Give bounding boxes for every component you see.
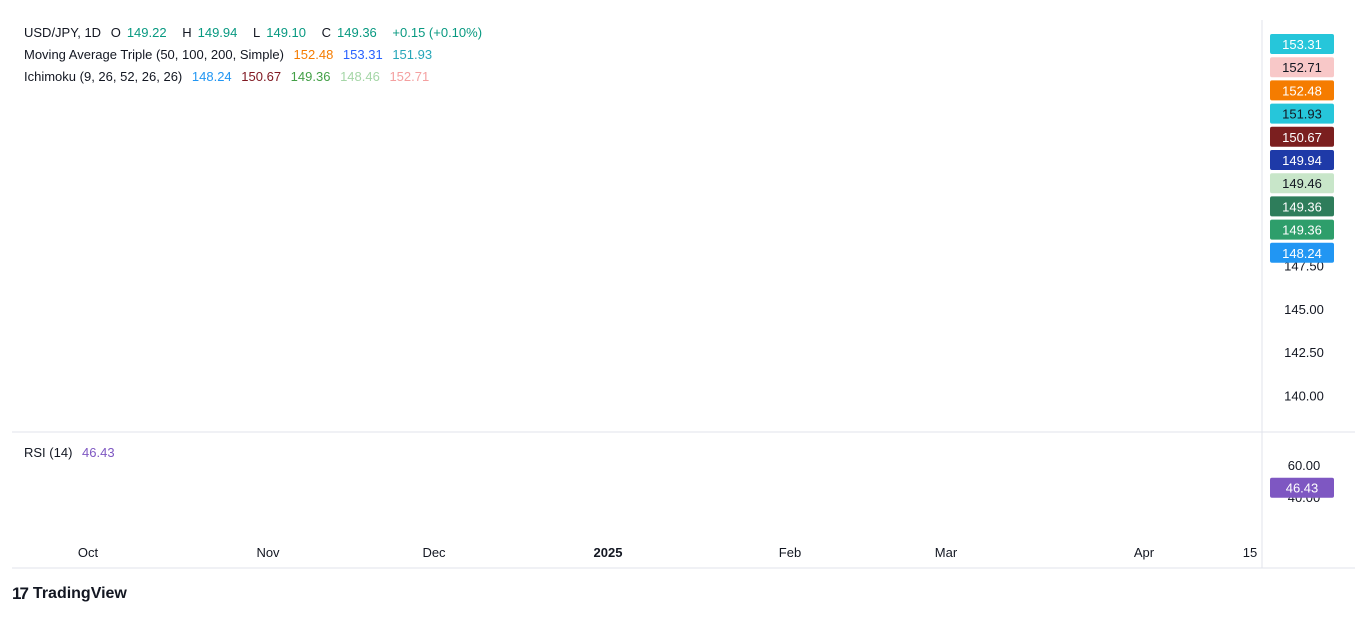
lagging-span-value: 149.36 bbox=[291, 69, 331, 84]
rsi-legend: RSI (14) 46.43 bbox=[24, 445, 121, 460]
price-badge-label: 148.24 bbox=[1282, 246, 1322, 261]
ohlc-high: H 149.94 bbox=[182, 25, 243, 40]
ma-legend-title: Moving Average Triple (50, 100, 200, Sim… bbox=[24, 47, 284, 62]
time-tick-label: 15 bbox=[1243, 545, 1257, 560]
low-value: 149.10 bbox=[266, 25, 306, 40]
price-badge-label: 149.36 bbox=[1282, 223, 1322, 238]
tradingview-mark-icon: 17 bbox=[12, 584, 27, 604]
price-badge-label: 150.67 bbox=[1282, 130, 1322, 145]
ma50-value: 152.48 bbox=[294, 47, 334, 62]
open-value: 149.22 bbox=[127, 25, 167, 40]
price-badge-label: 152.48 bbox=[1282, 83, 1322, 98]
base-line-value: 150.67 bbox=[241, 69, 281, 84]
time-tick-label: Feb bbox=[779, 545, 801, 560]
time-tick-label: Mar bbox=[935, 545, 958, 560]
time-tick-label: Dec bbox=[422, 545, 446, 560]
ohlc-low: L 149.10 bbox=[253, 25, 312, 40]
price-badge-label: 149.36 bbox=[1282, 199, 1322, 214]
symbol-label: USD/JPY, 1D bbox=[24, 25, 101, 40]
ma-legend: Moving Average Triple (50, 100, 200, Sim… bbox=[24, 47, 438, 62]
ohlc-open: O 149.22 bbox=[111, 25, 173, 40]
high-label: H bbox=[182, 25, 191, 40]
rsi-legend-value: 46.43 bbox=[82, 445, 115, 460]
rsi-tick-label: 60.00 bbox=[1288, 458, 1321, 473]
ohlc-close: C 149.36 bbox=[322, 25, 383, 40]
price-badge-label: 149.94 bbox=[1282, 153, 1322, 168]
tradingview-logo[interactable]: 17 TradingView bbox=[12, 584, 127, 604]
time-tick-label: Apr bbox=[1134, 545, 1155, 560]
open-label: O bbox=[111, 25, 121, 40]
change-value: +0.15 (+0.10%) bbox=[392, 25, 482, 40]
price-tick-label: 142.50 bbox=[1284, 345, 1324, 360]
high-value: 149.94 bbox=[198, 25, 238, 40]
ma200-value: 151.93 bbox=[392, 47, 432, 62]
symbol-legend: USD/JPY, 1D O 149.22 H 149.94 L 149.10 C 149… bbox=[24, 25, 488, 40]
ichimoku-legend-title: Ichimoku (9, 26, 52, 26, 26) bbox=[24, 69, 182, 84]
leading-span-b-value: 152.71 bbox=[389, 69, 429, 84]
axes: 160.00142.50145.00147.50140.00153.31152.… bbox=[12, 20, 1355, 568]
price-badge-label: 152.71 bbox=[1282, 60, 1322, 75]
plot-background bbox=[12, 20, 1262, 528]
price-badge-label: 151.93 bbox=[1282, 107, 1322, 122]
ma100-value: 153.31 bbox=[343, 47, 383, 62]
leading-span-a-value: 148.46 bbox=[340, 69, 380, 84]
time-tick-label: 2025 bbox=[594, 545, 623, 560]
price-tick-label: 140.00 bbox=[1284, 389, 1324, 404]
time-tick-label: Oct bbox=[78, 545, 99, 560]
tradingview-wordmark: TradingView bbox=[33, 585, 127, 603]
conversion-line-value: 148.24 bbox=[192, 69, 232, 84]
time-tick-label: Nov bbox=[256, 545, 280, 560]
rsi-legend-title: RSI (14) bbox=[24, 445, 72, 460]
close-value: 149.36 bbox=[337, 25, 377, 40]
price-tick-label: 145.00 bbox=[1284, 302, 1324, 317]
close-label: C bbox=[322, 25, 331, 40]
price-badge-label: 153.31 bbox=[1282, 37, 1322, 52]
ichimoku-legend: Ichimoku (9, 26, 52, 26, 26) 148.24 150.… bbox=[24, 69, 435, 84]
price-badge-label: 149.46 bbox=[1282, 176, 1322, 191]
rsi-badge-label: 46.43 bbox=[1286, 481, 1319, 496]
low-label: L bbox=[253, 25, 260, 40]
